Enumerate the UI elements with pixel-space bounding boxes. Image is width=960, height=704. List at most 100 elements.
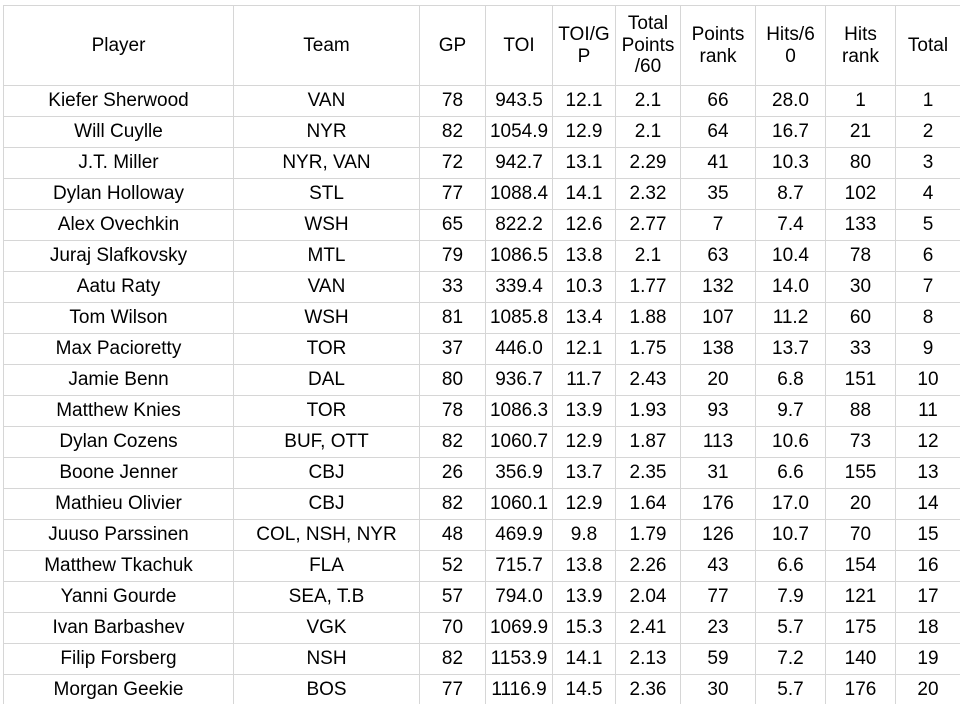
cell-hits_rank: 33 [825,333,896,365]
table-row: Max Pacioretty TOR 37 446.0 12.1 1.75 138 13.7 3… [3,333,960,365]
cell-points_rank: 113 [680,426,756,458]
cell-team: TOR [233,395,420,427]
cell-hits_per_60: 7.9 [755,581,826,613]
cell-team: SEA, T.B [233,581,420,613]
cell-total: 9 [895,333,960,365]
cell-total_points_per_60: 2.43 [615,364,681,396]
cell-toi_per_gp: 13.8 [552,240,616,272]
column-header-total: Total [895,5,960,86]
cell-team: CBJ [233,457,420,489]
cell-player: Alex Ovechkin [3,209,234,241]
cell-player: Yanni Gourde [3,581,234,613]
column-header-points_rank: Points rank [680,5,756,86]
table-row: Will Cuylle NYR 82 1054.9 12.9 2.1 64 16.7 21 2 [3,116,960,148]
cell-player: Morgan Geekie [3,674,234,704]
cell-total: 16 [895,550,960,582]
cell-total: 8 [895,302,960,334]
cell-player: Aatu Raty [3,271,234,303]
cell-total: 11 [895,395,960,427]
cell-team: WSH [233,209,420,241]
cell-player: Juuso Parssinen [3,519,234,551]
cell-total_points_per_60: 2.04 [615,581,681,613]
cell-points_rank: 138 [680,333,756,365]
cell-total: 6 [895,240,960,272]
cell-team: DAL [233,364,420,396]
cell-toi_per_gp: 12.1 [552,333,616,365]
cell-team: NYR, VAN [233,147,420,179]
cell-gp: 79 [419,240,486,272]
cell-toi_per_gp: 9.8 [552,519,616,551]
table-row: Mathieu Olivier CBJ 82 1060.1 12.9 1.64 176 17.… [3,488,960,520]
cell-player: Max Pacioretty [3,333,234,365]
table-row: Dylan Holloway STL 77 1088.4 14.1 2.32 35 8.7 10… [3,178,960,210]
player-stats-table: Player Team GP TOI TOI/G P Total Points /60 Po… [3,5,960,704]
table-row: Alex Ovechkin WSH 65 822.2 12.6 2.77 7 7.4 133 5 [3,209,960,241]
cell-hits_rank: 21 [825,116,896,148]
cell-points_rank: 176 [680,488,756,520]
cell-points_rank: 126 [680,519,756,551]
cell-hits_per_60: 5.7 [755,674,826,704]
cell-total_points_per_60: 1.77 [615,271,681,303]
cell-team: WSH [233,302,420,334]
cell-total_points_per_60: 1.75 [615,333,681,365]
cell-hits_rank: 121 [825,581,896,613]
cell-points_rank: 63 [680,240,756,272]
cell-hits_per_60: 7.2 [755,643,826,675]
cell-hits_per_60: 6.6 [755,457,826,489]
cell-points_rank: 132 [680,271,756,303]
cell-points_rank: 7 [680,209,756,241]
cell-toi_per_gp: 14.1 [552,643,616,675]
cell-team: VAN [233,85,420,117]
cell-player: Filip Forsberg [3,643,234,675]
cell-hits_rank: 80 [825,147,896,179]
cell-hits_per_60: 6.6 [755,550,826,582]
cell-gp: 82 [419,488,486,520]
cell-total_points_per_60: 2.32 [615,178,681,210]
cell-toi: 446.0 [485,333,553,365]
cell-toi: 1069.9 [485,612,553,644]
cell-hits_rank: 176 [825,674,896,704]
cell-gp: 37 [419,333,486,365]
cell-hits_rank: 133 [825,209,896,241]
cell-hits_rank: 88 [825,395,896,427]
cell-team: VAN [233,271,420,303]
cell-total_points_per_60: 1.79 [615,519,681,551]
cell-toi: 1086.3 [485,395,553,427]
cell-team: BUF, OTT [233,426,420,458]
column-header-toi: TOI [485,5,553,86]
column-header-team: Team [233,5,420,86]
cell-player: J.T. Miller [3,147,234,179]
cell-gp: 82 [419,116,486,148]
cell-points_rank: 66 [680,85,756,117]
table-row: Boone Jenner CBJ 26 356.9 13.7 2.35 31 6.6 155 13 [3,457,960,489]
cell-total_points_per_60: 1.87 [615,426,681,458]
cell-toi: 1060.7 [485,426,553,458]
cell-team: FLA [233,550,420,582]
cell-player: Dylan Holloway [3,178,234,210]
cell-toi_per_gp: 15.3 [552,612,616,644]
cell-team: TOR [233,333,420,365]
cell-toi_per_gp: 10.3 [552,271,616,303]
cell-gp: 78 [419,395,486,427]
cell-toi_per_gp: 14.1 [552,178,616,210]
cell-hits_per_60: 10.3 [755,147,826,179]
cell-gp: 65 [419,209,486,241]
cell-hits_rank: 154 [825,550,896,582]
cell-toi: 942.7 [485,147,553,179]
cell-toi: 1060.1 [485,488,553,520]
column-header-gp: GP [419,5,486,86]
table-row: Kiefer Sherwood VAN 78 943.5 12.1 2.1 66 28.0 1 1 [3,85,960,117]
cell-toi: 1086.5 [485,240,553,272]
cell-toi_per_gp: 13.1 [552,147,616,179]
cell-player: Dylan Cozens [3,426,234,458]
cell-toi: 794.0 [485,581,553,613]
cell-gp: 33 [419,271,486,303]
cell-total: 4 [895,178,960,210]
table-row: Aatu Raty VAN 33 339.4 10.3 1.77 132 14.0 30 7 [3,271,960,303]
cell-team: STL [233,178,420,210]
cell-points_rank: 41 [680,147,756,179]
cell-toi_per_gp: 14.5 [552,674,616,704]
cell-toi: 1116.9 [485,674,553,704]
table-row: Juuso Parssinen COL, NSH, NYR 48 469.9 9.8 1.… [3,519,960,551]
cell-toi: 1085.8 [485,302,553,334]
